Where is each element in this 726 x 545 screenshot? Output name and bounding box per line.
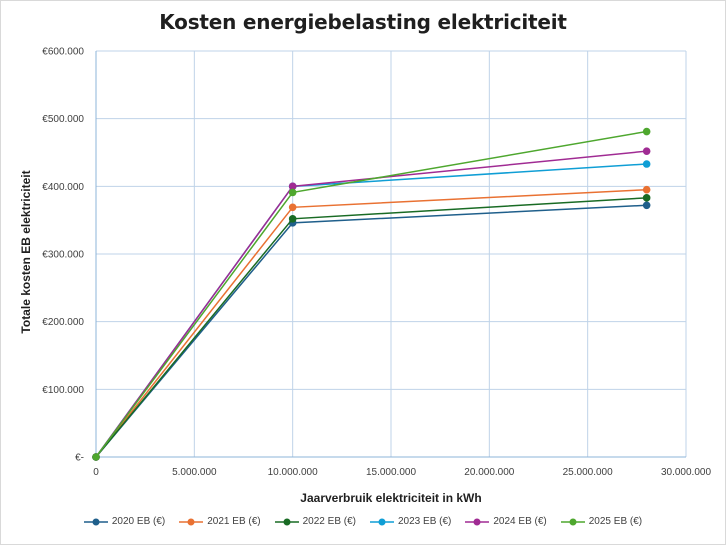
x-axis-title: Jaarverbruik elektriciteit in kWh <box>300 491 481 505</box>
data-point <box>288 188 297 197</box>
data-point <box>642 147 651 155</box>
data-point <box>642 185 651 194</box>
legend-item: 2020 EB (€) <box>83 516 166 527</box>
legend-marker-icon <box>465 518 490 525</box>
legend-label: 2021 EB (€) <box>207 516 261 527</box>
legend-item: 2025 EB (€) <box>560 516 643 527</box>
x-tick-label: 5.000.000 <box>172 467 217 478</box>
legend-marker-icon <box>83 518 108 525</box>
legend-marker-icon <box>370 518 394 525</box>
legend-label: 2025 EB (€) <box>588 516 643 527</box>
legend-label: 2020 EB (€) <box>111 516 166 527</box>
y-tick-label: €600.000 <box>42 47 84 58</box>
legend-label: 2024 EB (€) <box>493 516 547 527</box>
y-tick-label: €500.000 <box>42 114 84 125</box>
legend-item: 2022 EB (€) <box>274 516 356 527</box>
x-tick-label: 15.000.000 <box>366 467 416 478</box>
data-point <box>642 194 651 202</box>
x-tick-label: 25.000.000 <box>563 467 613 478</box>
y-tick-label: €400.000 <box>42 182 84 193</box>
x-tick-label: 10.000.000 <box>268 467 318 478</box>
data-point <box>288 182 297 191</box>
series-line <box>95 188 647 458</box>
legend-item: 2023 EB (€) <box>370 516 451 527</box>
data-point <box>642 127 651 136</box>
legend-marker-icon <box>179 518 204 525</box>
data-point <box>288 215 297 223</box>
series-line <box>95 130 647 458</box>
y-axis-title: Totale kosten EB elektriciteit <box>19 170 33 333</box>
y-tick-label: €200.000 <box>42 317 84 328</box>
y-tick-label: €300.000 <box>42 250 84 261</box>
legend-label: 2022 EB (€) <box>302 516 356 527</box>
series-line <box>95 204 647 458</box>
chart-legend: 2020 EB (€) 2021 EB (€) 2022 EB (€) 2023 EB… <box>0 516 726 527</box>
series-line <box>95 197 647 458</box>
x-tick-label: 0 <box>93 467 99 478</box>
legend-item: 2021 EB (€) <box>179 516 261 527</box>
data-point <box>92 453 100 461</box>
series-line <box>95 163 647 458</box>
series-line <box>95 150 647 458</box>
y-tick-label: €- <box>75 453 84 464</box>
legend-marker-icon <box>560 518 585 525</box>
chart-title: Kosten energiebelasting elektriciteit <box>159 10 567 34</box>
data-point <box>288 203 297 212</box>
x-tick-label: 20.000.000 <box>464 467 514 478</box>
y-tick-label: €100.000 <box>42 385 84 396</box>
x-tick-label: 30.000.000 <box>661 467 711 478</box>
data-point <box>642 201 651 210</box>
legend-item: 2024 EB (€) <box>465 516 547 527</box>
legend-label: 2023 EB (€) <box>398 516 452 527</box>
legend-marker-icon <box>274 518 299 525</box>
data-point <box>642 160 651 168</box>
